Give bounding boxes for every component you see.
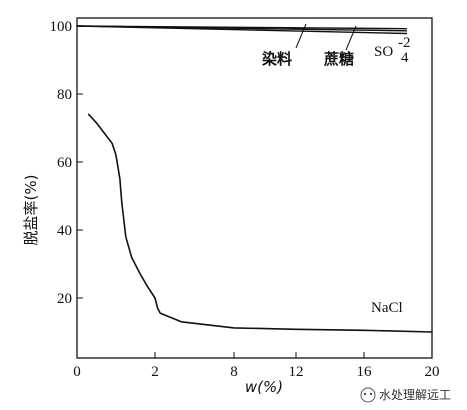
y-tick-label: 60 [57, 155, 72, 171]
series-line-2 [76, 25, 408, 35]
annotation-sucrose: 蔗糖 [323, 50, 354, 68]
x-axis-label: w(%) [245, 378, 283, 396]
y-tick-label: 20 [57, 291, 72, 307]
annotation-sulfate: SO [374, 44, 393, 60]
sucrose-leader [345, 25, 357, 51]
watermark: 水处理解远工 [360, 387, 451, 403]
y-axis-label: 脱盐率(%) [22, 175, 40, 246]
x-tick-label: 16 [357, 364, 373, 380]
y-tick-label: 100 [50, 19, 73, 35]
x-tick-label: 12 [289, 364, 304, 380]
annotation-nacl: NaCl [371, 300, 403, 316]
sulfate-subscript: 4 [401, 50, 409, 66]
plot-frame [76, 17, 433, 359]
watermark-icon [360, 387, 376, 403]
sulfate-base: SO [374, 44, 393, 60]
x-axis-ticks: 0 2 8 12 16 20 [73, 352, 440, 380]
x-tick-label: 2 [151, 364, 159, 380]
x-tick-label: 20 [425, 364, 440, 380]
x-tick-label: 8 [230, 364, 238, 380]
series-line-3 [87, 113, 433, 333]
y-tick-label: 40 [57, 223, 72, 239]
watermark-text: 水处理解远工 [379, 388, 451, 402]
series-group [76, 25, 433, 333]
y-axis-ticks: 20 40 60 80 100 [50, 19, 83, 307]
dye-leader [295, 23, 307, 49]
annotation-dye: 染料 [261, 50, 292, 68]
x-tick-label: 0 [73, 364, 81, 380]
sulfate-superscript: -2 [398, 35, 411, 51]
y-tick-label: 80 [57, 87, 72, 103]
